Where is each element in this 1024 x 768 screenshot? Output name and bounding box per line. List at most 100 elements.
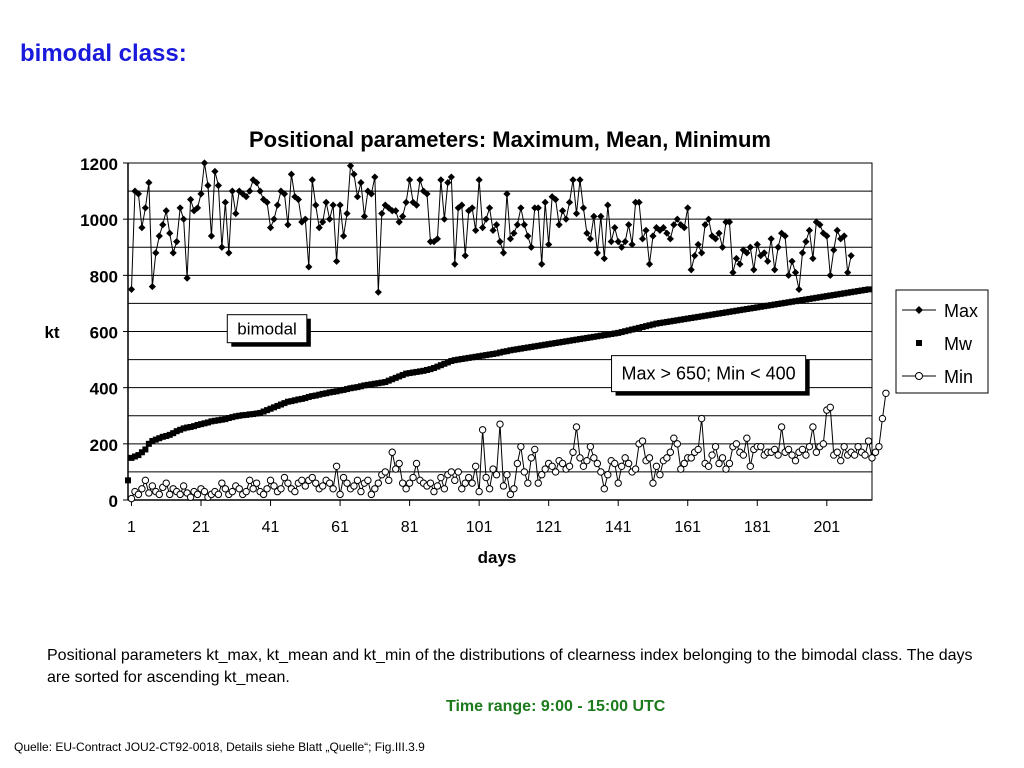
- chart-title: Positional parameters: Maximum, Mean, Mi…: [249, 127, 771, 152]
- max-point: [687, 266, 695, 274]
- mean-point: [733, 307, 740, 314]
- mean-point: [629, 326, 636, 333]
- max-point: [228, 187, 236, 195]
- mean-point: [837, 290, 844, 297]
- mean-point: [364, 381, 371, 388]
- mean-point: [455, 356, 462, 363]
- annotations: bimodal Max > 650; Min < 400: [226, 314, 810, 396]
- mean-point: [827, 292, 834, 299]
- min-point: [871, 448, 880, 456]
- mean-point: [403, 370, 410, 377]
- max-point: [545, 240, 553, 249]
- max-point: [611, 223, 619, 232]
- min-point: [666, 448, 675, 456]
- mean-point: [333, 388, 340, 395]
- min-point: [548, 462, 556, 470]
- max-point: [287, 170, 296, 178]
- mean-point: [177, 426, 184, 433]
- mean-point: [357, 383, 364, 390]
- max-point: [392, 207, 400, 215]
- min-point: [381, 468, 389, 476]
- legend-label: Max: [944, 301, 978, 321]
- mean-point: [191, 423, 198, 430]
- mean-point: [674, 317, 681, 324]
- max-point: [343, 209, 351, 218]
- max-point: [833, 226, 841, 234]
- max-point: [284, 221, 292, 229]
- min-point: [402, 485, 410, 493]
- x-tick-label: 41: [262, 519, 280, 536]
- mean-point: [194, 422, 201, 429]
- legend-entry-min: Min: [902, 367, 973, 387]
- mean-point: [789, 298, 796, 305]
- max-point: [225, 249, 233, 257]
- max-point: [152, 249, 160, 257]
- mean-point: [246, 411, 253, 418]
- mean-point: [253, 410, 260, 417]
- max-point: [277, 187, 285, 195]
- max-point: [492, 221, 501, 229]
- min-point: [440, 485, 449, 493]
- max-point: [503, 190, 511, 198]
- mean-point: [236, 412, 243, 419]
- min-point: [878, 414, 887, 423]
- max-point: [353, 193, 362, 201]
- min-point: [465, 473, 473, 482]
- mean-point: [559, 338, 566, 345]
- max-point: [614, 238, 622, 246]
- min-point: [489, 465, 497, 473]
- mean-point: [396, 373, 403, 380]
- min-point: [551, 468, 560, 476]
- max-point: [711, 235, 720, 243]
- min-point: [809, 423, 817, 431]
- mean-point: [848, 289, 855, 296]
- min-point: [527, 454, 535, 462]
- mean-point: [719, 309, 726, 316]
- mean-point: [611, 330, 618, 337]
- x-tick-label: 1: [127, 519, 136, 536]
- max-point: [162, 207, 170, 215]
- mean-point: [792, 298, 799, 305]
- max-point: [465, 207, 473, 215]
- mean-point: [517, 345, 524, 352]
- max-point: [569, 176, 577, 184]
- mean-point: [149, 438, 156, 445]
- min-point: [802, 451, 810, 459]
- min-point: [617, 462, 626, 470]
- max-point: [461, 252, 469, 260]
- mean-point: [173, 428, 180, 435]
- min-point: [134, 490, 143, 499]
- y-axis-label: kt: [44, 323, 59, 342]
- max-point: [294, 195, 302, 204]
- max-point: [468, 204, 476, 212]
- min-point: [461, 479, 469, 487]
- mean-point: [361, 382, 368, 389]
- max-point: [750, 266, 758, 274]
- mean-point: [608, 331, 615, 338]
- max-point: [753, 240, 761, 249]
- mean-point: [371, 380, 378, 387]
- min-point: [343, 479, 351, 487]
- max-point: [364, 187, 372, 195]
- min-point: [725, 459, 734, 468]
- mean-point: [656, 320, 663, 327]
- max-point: [197, 190, 205, 198]
- min-point: [565, 462, 574, 470]
- max-point: [458, 201, 466, 209]
- max-point: [572, 209, 581, 218]
- min-point: [743, 434, 751, 442]
- max-point: [698, 249, 706, 257]
- mean-point: [542, 341, 549, 348]
- mean-point: [514, 346, 521, 353]
- max-point: [190, 207, 198, 215]
- x-axis-label: days: [478, 548, 517, 567]
- mean-point: [681, 316, 688, 323]
- min-point: [437, 473, 445, 482]
- max-point: [628, 240, 636, 249]
- min-point: [663, 454, 671, 462]
- max-point: [148, 282, 156, 291]
- min-point: [784, 445, 793, 454]
- min-point: [600, 485, 608, 493]
- min-point: [492, 471, 501, 479]
- mean-point: [580, 335, 587, 342]
